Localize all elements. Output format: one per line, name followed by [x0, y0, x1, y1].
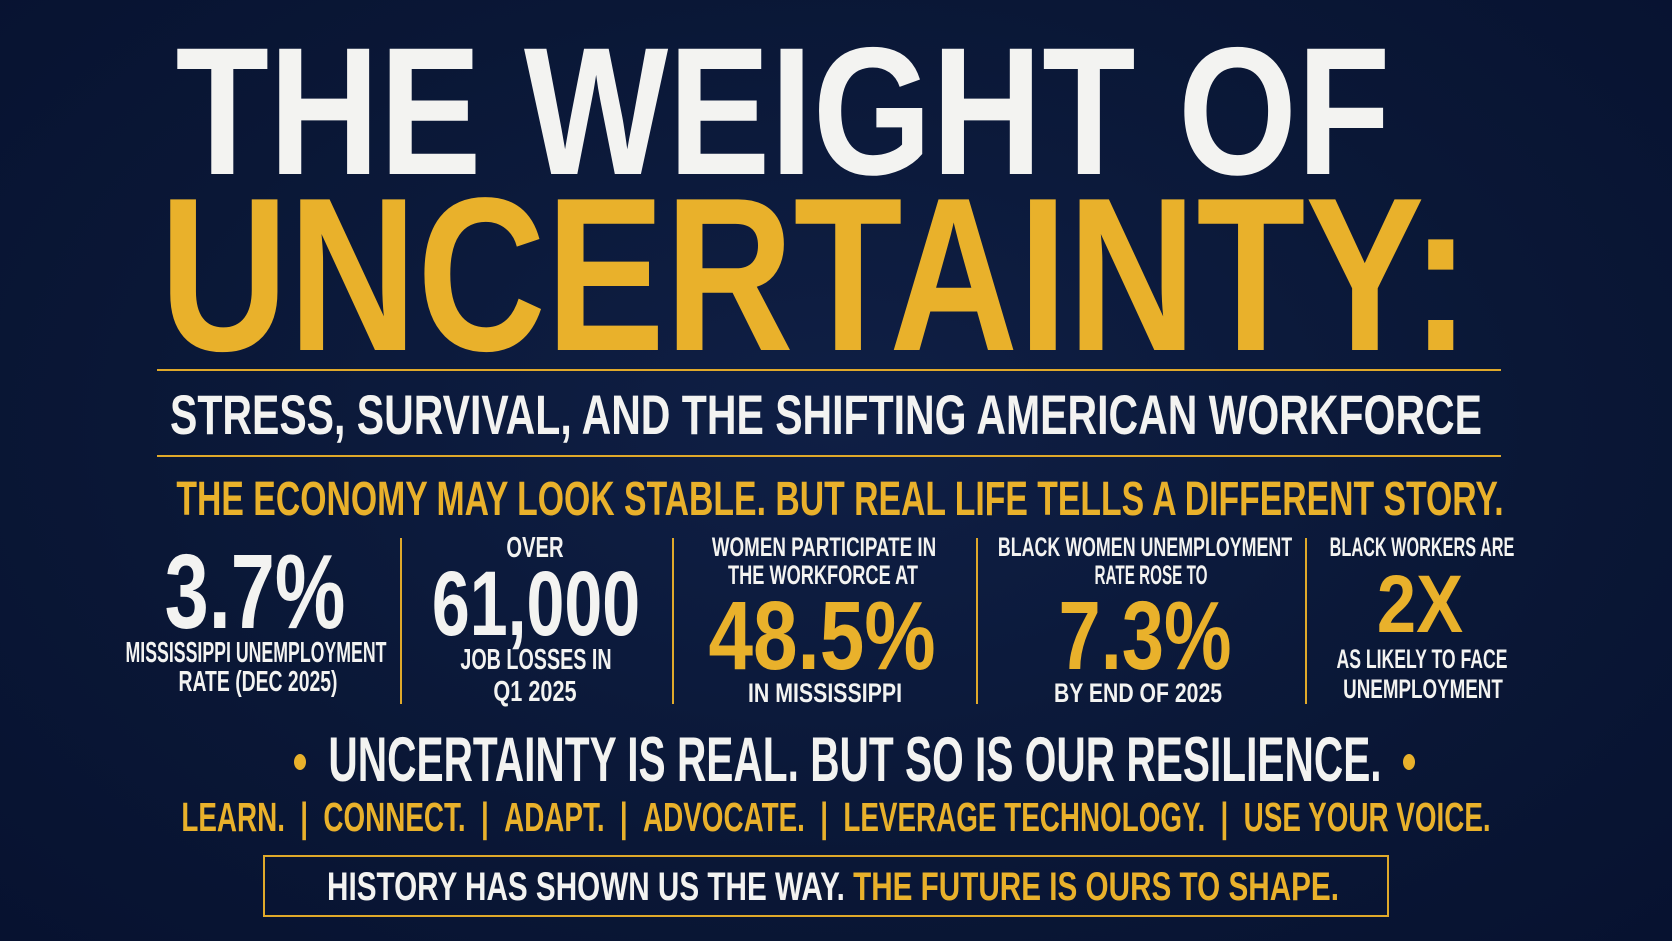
- divider-bottom: [157, 455, 1501, 457]
- stat-label: AS LIKELY TO FACE: [1336, 644, 1508, 675]
- stat-label: BLACK WOMEN UNEMPLOYMENT: [997, 532, 1293, 563]
- stat-label: Q1 2025: [493, 676, 577, 709]
- title-line-1: THE WEIGHT OF: [175, 9, 1391, 214]
- action-learn: LEARN.: [181, 794, 285, 841]
- action-leverage-technology: LEVERAGE TECHNOLOGY.: [843, 794, 1206, 841]
- stat-label: BY END OF 2025: [1053, 678, 1223, 709]
- stat-divider: [1305, 538, 1307, 704]
- separator: |: [619, 794, 628, 841]
- stat-label: JOB LOSSES IN: [460, 644, 612, 677]
- stat-value-unemployment-rate: 3.7%: [164, 532, 346, 651]
- stat-label: MISSISSIPPI UNEMPLOYMENT: [125, 637, 387, 670]
- stat-divider: [672, 538, 674, 704]
- stat-value-black-women-unemployment: 7.3%: [1058, 581, 1232, 691]
- stat-label: BLACK WORKERS ARE: [1329, 532, 1515, 563]
- separator: |: [300, 794, 309, 841]
- action-list: LEARN. | CONNECT. | ADAPT. | ADVOCATE. | LEVERAG…: [181, 794, 1490, 841]
- stat-label: IN MISSISSIPPI: [747, 678, 903, 709]
- stat-divider: [976, 538, 978, 704]
- stat-label: UNEMPLOYMENT: [1343, 674, 1503, 705]
- separator: |: [820, 794, 829, 841]
- subtitle: STRESS, SURVIVAL, AND THE SHIFTING AMERI…: [169, 382, 1483, 446]
- stat-divider: [400, 538, 402, 704]
- closing-part-1: HISTORY HAS SHOWN US THE WAY.: [327, 865, 845, 910]
- stat-value-women-participation: 48.5%: [708, 581, 936, 691]
- stat-label: THE WORKFORCE AT: [728, 560, 918, 591]
- stat-label: RATE (DEC 2025): [178, 666, 338, 699]
- bullet-dot-icon: [1403, 754, 1415, 770]
- resilience-statement: UNCERTAINTY IS REAL. BUT SO IS OUR RESIL…: [328, 724, 1382, 795]
- closing-part-2: THE FUTURE IS OURS TO SHAPE.: [853, 865, 1339, 910]
- divider-top: [157, 369, 1501, 371]
- action-connect: CONNECT.: [323, 794, 466, 841]
- bullet-dot-icon: [294, 754, 306, 770]
- stat-label: WOMEN PARTICIPATE IN: [711, 532, 937, 563]
- action-adapt: ADAPT.: [504, 794, 605, 841]
- title-line-2: UNCERTAINTY:: [159, 152, 1471, 397]
- separator: |: [480, 794, 489, 841]
- action-use-your-voice: USE YOUR VOICE.: [1243, 794, 1491, 841]
- action-advocate: ADVOCATE.: [643, 794, 805, 841]
- tagline: THE ECONOMY MAY LOOK STABLE. BUT REAL LI…: [176, 473, 1504, 527]
- stat-value-black-workers-ratio: 2X: [1376, 559, 1464, 651]
- separator: |: [1220, 794, 1229, 841]
- stat-label: OVER: [506, 532, 564, 565]
- stat-label: RATE ROSE TO: [1094, 560, 1208, 591]
- closing-box: [263, 855, 1389, 917]
- closing-statement: HISTORY HAS SHOWN US THE WAY. THE FUTURE…: [327, 867, 1339, 907]
- stat-value-job-losses: 61,000: [431, 553, 641, 656]
